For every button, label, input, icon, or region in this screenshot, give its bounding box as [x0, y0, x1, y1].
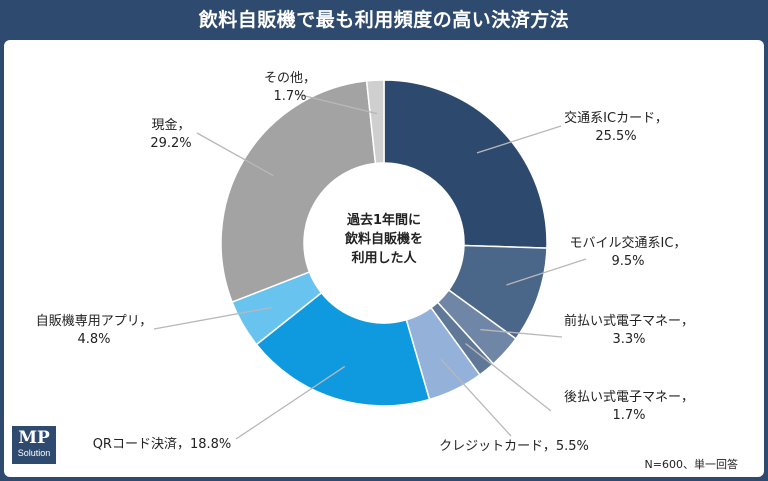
slice-value-label: 4.8%	[77, 332, 110, 347]
logo-main-text: MP	[18, 428, 50, 448]
slice-value-label: 1.7%	[273, 89, 306, 104]
leader-line	[506, 258, 587, 286]
leader-line	[296, 93, 378, 115]
slice-label: 現金，	[151, 117, 190, 133]
leader-line	[235, 365, 346, 440]
pie-slice	[365, 79, 385, 165]
pie-slice	[383, 79, 548, 249]
slice-label: 前払い式電子マネー，	[564, 313, 694, 329]
slice-value-label: 29.2%	[150, 136, 191, 151]
center-label: 利用した人	[351, 250, 417, 266]
slice-label: 自販機専用アプリ，	[36, 314, 153, 329]
slice-value-label: 3.3%	[612, 332, 645, 347]
slice-label: 後払い式電子マネー，	[564, 390, 694, 405]
pie-slice	[255, 291, 431, 407]
leader-line	[440, 358, 512, 437]
slice-label: QRコード決済，18.8%	[93, 436, 232, 452]
leader-line	[465, 343, 552, 412]
logo-sub-text: Solution	[17, 448, 51, 458]
donut-chart: 交通系ICカード， 25.5% モバイル交通系IC， 9.5% 前払い式電子マネー， 3.…	[36, 71, 694, 454]
leader-line	[480, 328, 563, 338]
center-label: 過去1年間に	[346, 212, 421, 228]
sample-note: N=600、単一回答	[644, 458, 738, 471]
chart-title: 飲料自販機で最も利用頻度の高い決済方法	[198, 9, 570, 31]
chart-panel: 交通系ICカード， 25.5% モバイル交通系IC， 9.5% 前払い式電子マネー， 3.…	[4, 40, 764, 477]
mp-solution-logo: MP Solution	[12, 426, 56, 464]
slice-value-label: 9.5%	[611, 254, 644, 269]
center-label: 飲料自販機を	[344, 231, 423, 247]
leader-line	[153, 306, 272, 330]
leader-line	[196, 132, 274, 177]
pie-slice	[220, 80, 377, 304]
slice-value-label: 25.5%	[595, 129, 636, 144]
leader-line	[476, 125, 562, 154]
slice-label: モバイル交通系IC，	[570, 235, 687, 251]
slice-label: 交通系ICカード，	[564, 110, 668, 126]
slice-label: その他，	[264, 71, 316, 86]
slice-value-label: 1.7%	[612, 408, 645, 423]
slice-label: クレジットカード，5.5%	[439, 439, 589, 454]
